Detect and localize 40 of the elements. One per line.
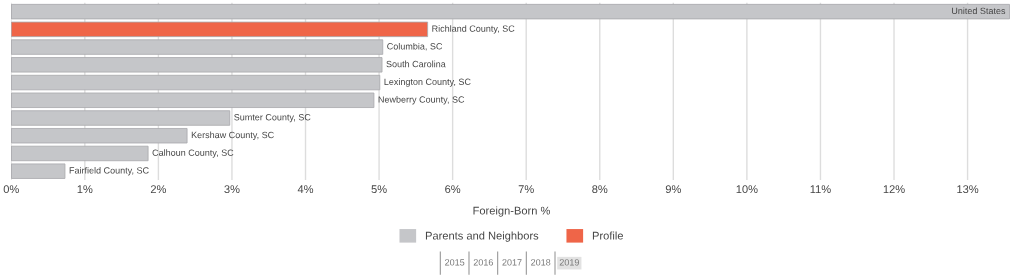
text: 2018 — [531, 259, 551, 266]
legend-label: Profile — [592, 231, 624, 240]
y-tick-label: Richland County, SC — [432, 25, 515, 34]
text: 2016 — [473, 259, 493, 266]
x-tick-label: 2% — [150, 185, 167, 194]
x-tick-label: 6% — [445, 185, 461, 194]
x-tick-label: 5% — [371, 185, 387, 194]
y-tick-label: Newberry County, SC — [378, 96, 465, 105]
y-tick-label: Sumter County, SC — [234, 114, 311, 123]
text: 2017 — [502, 259, 522, 266]
y-tick-label: Lexington County, SC — [384, 78, 471, 87]
y-tick-label: Calhoun County, SC — [152, 149, 234, 158]
y-tick-label: Fairfield County, SC — [69, 166, 149, 176]
x-tick-label: 4% — [297, 185, 314, 194]
bar — [11, 39, 384, 55]
x-tick-label: 1% — [77, 185, 93, 194]
text: 2015 — [445, 259, 465, 266]
bar — [11, 57, 383, 73]
x-tick-label: 9% — [665, 185, 681, 194]
x-tick-label: 3% — [224, 185, 240, 194]
text: 2019 — [559, 259, 579, 266]
x-tick-label: 13% — [957, 185, 979, 194]
x-tick-label: 12% — [883, 185, 905, 194]
x-axis-title: Foreign-Born % — [473, 206, 550, 217]
bar — [11, 145, 149, 162]
y-tick-label: Columbia, SC — [387, 42, 443, 51]
x-tick-label: 8% — [592, 185, 608, 194]
y-tick-label: Kershaw County, SC — [191, 131, 274, 140]
bar — [11, 110, 231, 126]
x-tick-label: 11% — [810, 185, 831, 194]
y-tick-label: United States — [952, 7, 1006, 15]
x-tick-label: 10% — [736, 185, 758, 194]
bar — [11, 128, 188, 144]
legend-label: Parents and Neighbors — [425, 231, 539, 242]
y-tick-label: South Carolina — [386, 60, 446, 68]
bar — [11, 92, 375, 108]
x-tick-label: 7% — [518, 185, 534, 194]
bar — [11, 163, 66, 179]
bar — [11, 74, 381, 91]
x-tick-label: 0% — [3, 185, 19, 194]
